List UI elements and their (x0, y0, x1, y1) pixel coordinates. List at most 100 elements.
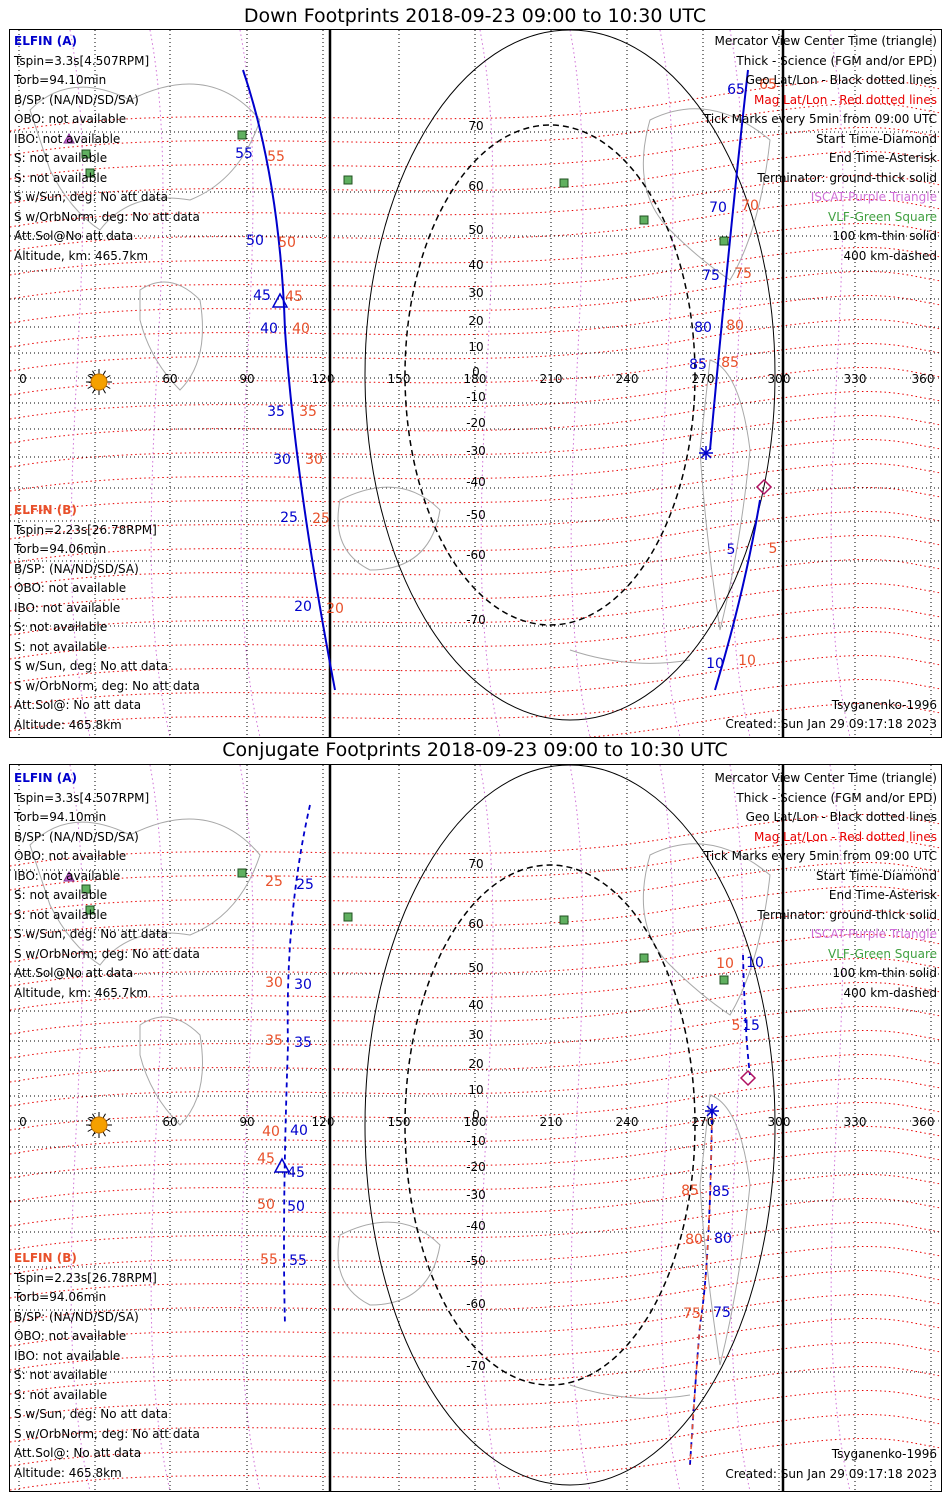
map-canvas: 0306090120150180210240270300330360706050… (10, 765, 941, 1491)
legend-entry: Mercator View Center Time (triangle) (714, 771, 937, 785)
lat-tick-label: 10 (468, 340, 483, 354)
track-a-tick-label: 35 (267, 404, 285, 420)
track-a-mag-tick-label: 50 (278, 235, 296, 251)
lon-tick-label: 240 (616, 372, 639, 386)
track-b-tick-label: 15 (742, 1018, 760, 1034)
mag-lat-line (10, 151, 941, 204)
mag-lon-line (69, 30, 91, 737)
legend-entry: 100 km-thin solid (832, 966, 937, 980)
iscat-triangle-icon (63, 870, 75, 882)
lon-tick-label: 60 (162, 1115, 177, 1129)
track-a-tick-label: 30 (294, 977, 312, 993)
mag-lat-line (10, 79, 941, 132)
legend-entry: Mag Lat/Lon - Red dotted lines (753, 92, 937, 107)
legend-entry: 100 km-thin solid (832, 229, 937, 243)
legend-entry: Terminator: ground-thick solid (757, 170, 937, 185)
vlf-square-icon (85, 168, 95, 178)
track-b-tick-label: 85 (712, 1184, 730, 1200)
track-a-mag-tick-label: 35 (265, 1033, 283, 1049)
info-line: Att.Sol@No att data (14, 966, 134, 980)
info-line: S w/Sun, deg: No att data (14, 927, 168, 941)
coastline (29, 83, 261, 231)
track-b-mag-tick-label: 5 (769, 541, 778, 557)
mag-lat-line (10, 199, 941, 252)
mag-lat-line (10, 814, 941, 867)
mag-lon-line (659, 765, 681, 1491)
down-footprints-map: 0306090120150180210240270300330360706050… (9, 29, 942, 738)
legend-entry: End Time-Asterisk (828, 888, 937, 902)
mag-lat-line (10, 910, 941, 963)
lon-tick-label: 150 (388, 1115, 411, 1129)
track-a-tick-label: 45 (287, 1165, 305, 1181)
track-a-tick-label: 30 (273, 452, 291, 468)
track-a-mag-tick-label: 20 (326, 601, 344, 617)
lat-tick-label: -40 (466, 1219, 486, 1233)
mag-lat-line (10, 1054, 941, 1107)
lat-tick-label: 20 (468, 314, 483, 328)
coastline (337, 486, 441, 571)
legend-entry: Thick - Science (FGM and/or EPD) (736, 790, 937, 805)
track-a-mag-tick-label: 55 (267, 149, 285, 165)
mag-lat-line (10, 247, 941, 300)
lon-tick-label: 270 (692, 372, 715, 386)
track-b-tick-label: 70 (709, 200, 727, 216)
track-b-mag-tick-label: 10 (738, 653, 756, 669)
info-line: OBO: not available (14, 112, 127, 126)
mag-lat-line (10, 1438, 941, 1491)
coastline (569, 1384, 691, 1399)
info-line: Altitude, km: 465.7km (14, 248, 149, 263)
legend-entry: Mag Lat/Lon - Red dotted lines (753, 829, 937, 844)
track-a-mag-tick-label: 45 (285, 289, 303, 305)
info-line: Altitude: 465.8km (14, 717, 122, 732)
lon-tick-label: 180 (464, 372, 487, 386)
panel-title: Down Footprints 2018-09-23 09:00 to 10:3… (243, 5, 707, 27)
mag-lat-line (10, 1270, 941, 1323)
mag-lat-line (10, 1030, 941, 1083)
track-a-mag-tick-label: 30 (305, 452, 323, 468)
lat-tick-label: 70 (468, 857, 483, 871)
track-a-tick-label: 25 (296, 877, 314, 893)
track-b-mag-tick-label: 65 (759, 77, 777, 93)
vlf-square-icon (81, 884, 91, 894)
mag-lat-line (10, 1126, 941, 1179)
lon-tick-label: 270 (692, 1115, 715, 1129)
mag-lat-line (10, 1366, 941, 1419)
legend-entry: Geo Lat/Lon - Black dotted lines (745, 810, 937, 824)
info-line: B/SP: (NA/ND/SD/SA) (14, 92, 139, 107)
start-diamond-icon (739, 1069, 757, 1087)
lon-tick-label: 330 (844, 372, 867, 386)
mag-lat-line (10, 127, 941, 180)
legend-entry: ISCAT-Purple Triangle (810, 927, 937, 941)
lat-tick-label: 50 (468, 223, 483, 237)
coastline (642, 108, 771, 281)
track-b-tick-label: 85 (689, 357, 707, 373)
info-line: Att.Sol@: No att data (14, 1446, 142, 1460)
mag-lat-line (10, 631, 941, 684)
fov-400km (404, 124, 696, 626)
elfin-b-lines: Tspin=2.23s[26.78RPM] Torb=94.06min B/SP: … (14, 521, 200, 736)
lat-tick-label: 50 (468, 961, 483, 975)
lon-tick-label: 0 (19, 372, 27, 386)
mag-lat-line (10, 655, 941, 708)
mag-lat-line (10, 1390, 941, 1443)
lat-tick-label: 10 (468, 1083, 483, 1097)
info-line: Altitude: 465.8km (14, 1465, 122, 1480)
mag-lat-line (10, 391, 941, 444)
mag-lat-line (10, 343, 941, 396)
lat-tick-label: -30 (466, 1188, 486, 1202)
lat-tick-label: 20 (468, 1057, 483, 1071)
mag-lat-line (10, 1006, 941, 1059)
lat-tick-label: -70 (466, 1359, 486, 1373)
elfin-b-lines: Tspin=2.23s[26.78RPM] Torb=94.06min B/SP: … (14, 1269, 200, 1484)
mag-lat-line (10, 1198, 941, 1251)
coastline (139, 1016, 203, 1126)
lat-tick-label: 40 (468, 998, 483, 1012)
sun-icon (86, 1112, 112, 1138)
vlf-square-icon (343, 175, 353, 185)
track-a-tick-label: 55 (289, 1253, 307, 1269)
legend-entry: Tick Marks every 5min from 09:00 UTC (703, 849, 937, 863)
info-line: S: not available (14, 1368, 108, 1382)
info-line: S w/OrbNorm, deg: No att data (14, 1426, 200, 1441)
legend-entry: End Time-Asterisk (828, 151, 937, 165)
fov-400km (404, 864, 696, 1386)
